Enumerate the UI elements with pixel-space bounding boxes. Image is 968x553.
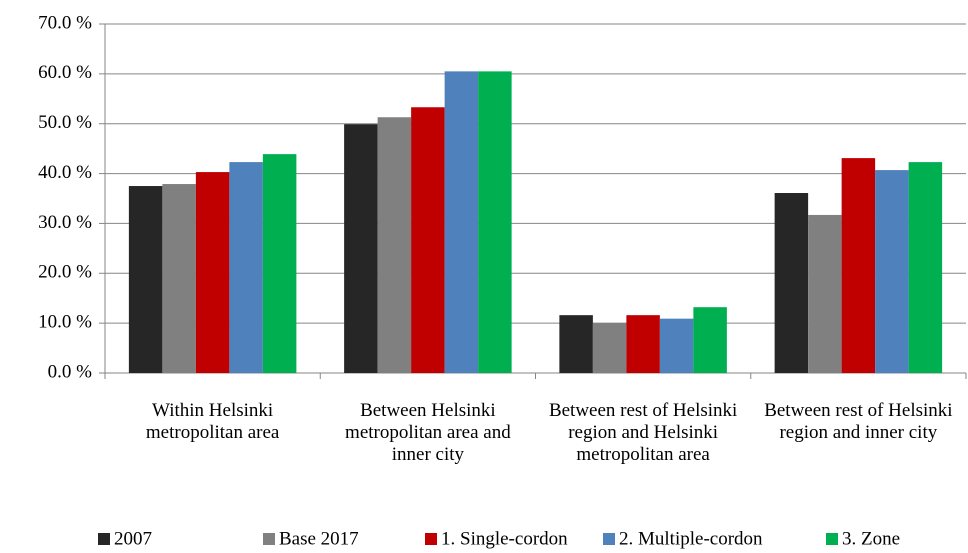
legend-label: 2. Multiple-cordon — [619, 528, 763, 549]
legend-label: Base 2017 — [279, 528, 359, 549]
bar — [592, 323, 627, 373]
bar — [875, 170, 909, 373]
bar — [162, 184, 196, 373]
x-tick-label: Between Helsinki metropolitan area and i… — [345, 400, 511, 465]
y-tick-label: 70.0 % — [38, 12, 92, 33]
y-tick-label: 40.0 % — [38, 162, 92, 183]
x-tick-label: Within Helsinki metropolitan area — [145, 400, 280, 443]
bar — [229, 162, 263, 373]
x-tick-label: Between rest of Helsinki region and inne… — [764, 400, 953, 443]
bar — [377, 117, 412, 374]
bar — [808, 214, 842, 373]
bar — [195, 172, 230, 373]
legend-swatch — [425, 533, 437, 545]
legend-label: 1. Single-cordon — [441, 528, 568, 549]
bar — [262, 154, 297, 373]
y-tick-label: 60.0 % — [38, 62, 92, 83]
y-tick-label: 50.0 % — [38, 112, 92, 133]
y-tick-label: 10.0 % — [38, 312, 92, 333]
legend-label: 2007 — [114, 528, 152, 549]
bar — [444, 71, 479, 373]
x-tick-label: Between rest of Helsinki region and Hels… — [548, 400, 738, 465]
y-tick-label: 0.0 % — [48, 361, 93, 382]
bar — [841, 158, 876, 373]
bar — [693, 307, 727, 373]
bar — [344, 124, 378, 373]
bar — [559, 315, 593, 373]
bar — [411, 107, 445, 374]
bar — [626, 315, 660, 373]
y-tick-label: 30.0 % — [38, 212, 92, 233]
legend-swatch — [603, 533, 615, 545]
y-tick-label: 20.0 % — [38, 262, 92, 283]
bar — [478, 71, 512, 373]
legend-swatch — [263, 533, 275, 545]
legend-swatch — [826, 533, 838, 545]
legend-label: 3. Zone — [842, 528, 900, 549]
bar — [128, 186, 163, 373]
bar — [774, 193, 809, 373]
bar — [659, 318, 694, 373]
bar — [908, 162, 943, 373]
legend-swatch — [98, 533, 110, 545]
